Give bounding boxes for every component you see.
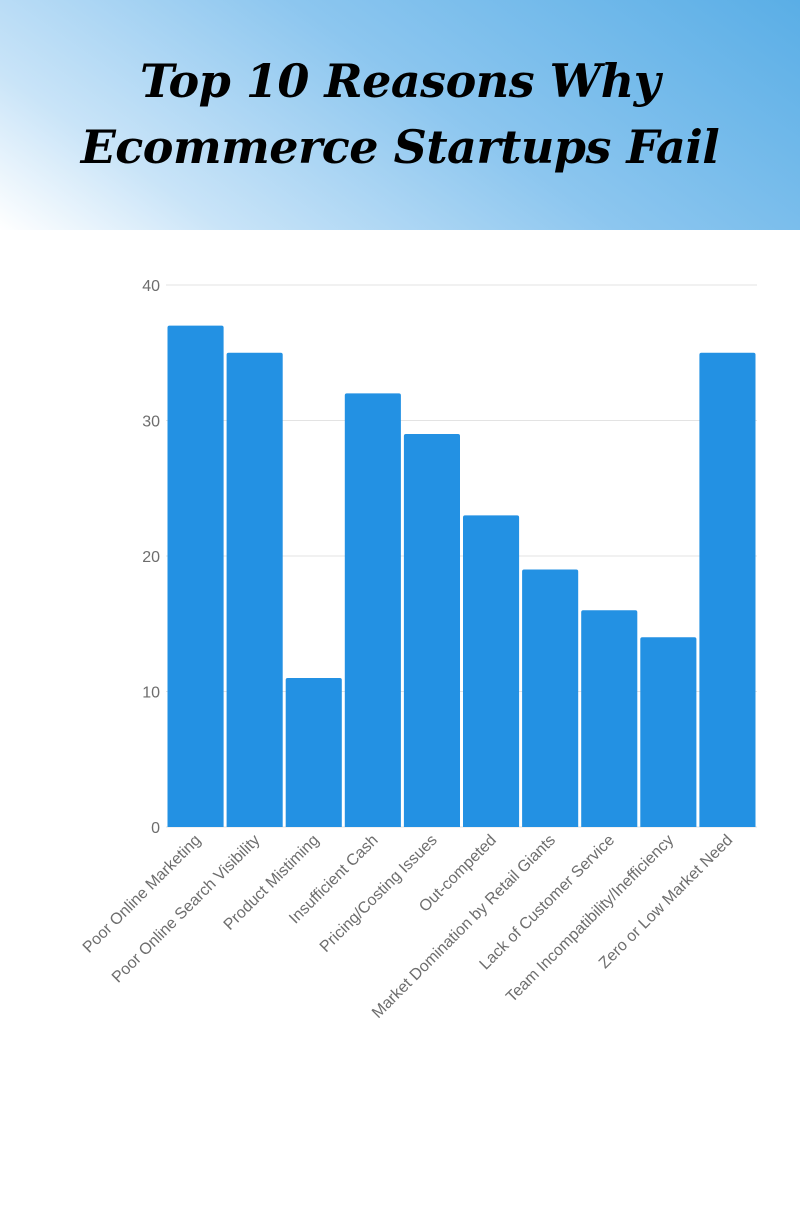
- bar: [640, 637, 697, 827]
- title-line-1: Top 10 Reasons Why: [140, 54, 660, 108]
- page-title: Top 10 Reasons Why Ecommerce Startups Fa…: [0, 48, 800, 180]
- bar: [463, 515, 520, 827]
- bar: [522, 569, 579, 827]
- bar: [285, 677, 342, 827]
- bar: [226, 352, 283, 827]
- bar: [167, 325, 224, 827]
- y-tick-label: 30: [142, 414, 160, 431]
- x-tick-label: Poor Online Marketing: [80, 832, 205, 957]
- y-axis: 0 10 20 30 40: [142, 278, 160, 837]
- bar-chart: 0 10 20 30 40 Poor Online Marketing Poor Onli…: [0, 230, 800, 1200]
- bar: [581, 610, 638, 827]
- bar: [699, 352, 756, 827]
- title-line-2: Ecommerce Startups Fail: [80, 120, 720, 174]
- y-tick-label: 40: [142, 278, 160, 295]
- y-tick-label: 0: [151, 820, 160, 837]
- header-banner: Top 10 Reasons Why Ecommerce Startups Fa…: [0, 0, 800, 230]
- bar: [403, 434, 460, 827]
- y-tick-label: 20: [142, 549, 160, 566]
- bar: [344, 393, 401, 827]
- y-tick-label: 10: [142, 685, 160, 702]
- x-tick-label: Pricing/Costing Issues: [317, 832, 441, 956]
- bar-layer: [167, 325, 756, 827]
